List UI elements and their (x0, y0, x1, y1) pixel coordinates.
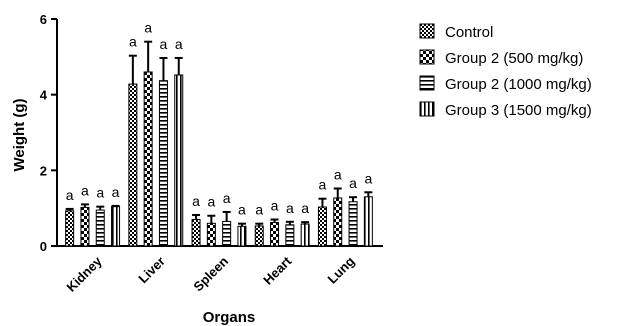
significance-letter: a (81, 182, 89, 198)
bar-heart-3 (300, 223, 310, 247)
significance-letter: a (255, 202, 263, 218)
legend-label: Group 2 (500 mg/kg) (445, 50, 583, 67)
y-tick-label: 6 (40, 12, 47, 27)
bar-spleen-0 (191, 219, 201, 247)
axes: 0 2 4 6 (40, 12, 383, 254)
bar-kidney-3 (111, 206, 121, 247)
y-tick-label: 2 (40, 163, 47, 178)
significance-letter: a (238, 202, 246, 218)
bars (65, 71, 373, 247)
legend-label: Group 2 (1000 mg/kg) (445, 76, 592, 93)
bar-lung-3 (363, 196, 373, 247)
legend-swatch (419, 101, 435, 117)
x-tick-label: Kidney (63, 253, 105, 295)
bar-liver-0 (128, 83, 138, 247)
significance-letter: a (319, 177, 327, 193)
significance-letter: a (334, 166, 342, 182)
bar-lung-2 (348, 201, 358, 247)
legend-swatch (419, 75, 435, 91)
y-axis-title: Weight (g) (11, 98, 28, 171)
bar-liver-3 (174, 74, 184, 247)
significance-letter: a (207, 194, 215, 210)
legend-swatch (419, 23, 435, 39)
legend-label: Group 3 (1500 mg/kg) (445, 102, 592, 119)
bar-lung-0 (317, 206, 327, 247)
significance-letter: a (286, 200, 294, 216)
significance-letter: a (66, 187, 74, 203)
bar-spleen-2 (222, 220, 232, 247)
x-tick-label: Heart (260, 253, 295, 288)
significance-letter: a (175, 36, 183, 52)
bar-kidney-2 (95, 209, 105, 247)
bar-liver-1 (143, 71, 153, 247)
x-axis-title: Organs (203, 309, 256, 326)
bar-kidney-1 (80, 206, 90, 247)
significance-letter: a (96, 185, 104, 201)
bar-heart-0 (254, 225, 264, 247)
significance-letter: a (364, 170, 372, 186)
legend-label: Control (445, 24, 493, 41)
legend-swatch (419, 49, 435, 65)
significance-letter: a (271, 198, 279, 214)
significance-letter: a (144, 20, 152, 36)
bar-heart-1 (270, 222, 280, 247)
legend: Control Group 2 (500 mg/kg) Group 2 (1000 … (419, 23, 592, 119)
error-bars (65, 40, 373, 227)
significance-letter: a (192, 193, 200, 209)
significance-letter: a (160, 36, 168, 52)
bar-lung-1 (333, 197, 343, 247)
bar-kidney-0 (65, 210, 75, 247)
category-labels: Kidney Liver Spleen Heart Lung (63, 253, 357, 295)
x-tick-label: Spleen (190, 253, 231, 294)
significance-letter: a (301, 200, 309, 216)
x-tick-label: Lung (324, 253, 357, 286)
y-tick-label: 4 (40, 88, 48, 103)
x-tick-label: Liver (135, 254, 168, 287)
significance-letter: a (349, 175, 357, 191)
bar-liver-2 (158, 80, 168, 247)
bar-spleen-3 (237, 225, 247, 247)
significance-letter: a (129, 34, 137, 50)
bar-spleen-1 (206, 222, 216, 247)
y-tick-label: 0 (40, 239, 47, 254)
bar-heart-2 (285, 224, 295, 247)
significance-letter: a (223, 190, 231, 206)
significance-letter: a (112, 184, 120, 200)
